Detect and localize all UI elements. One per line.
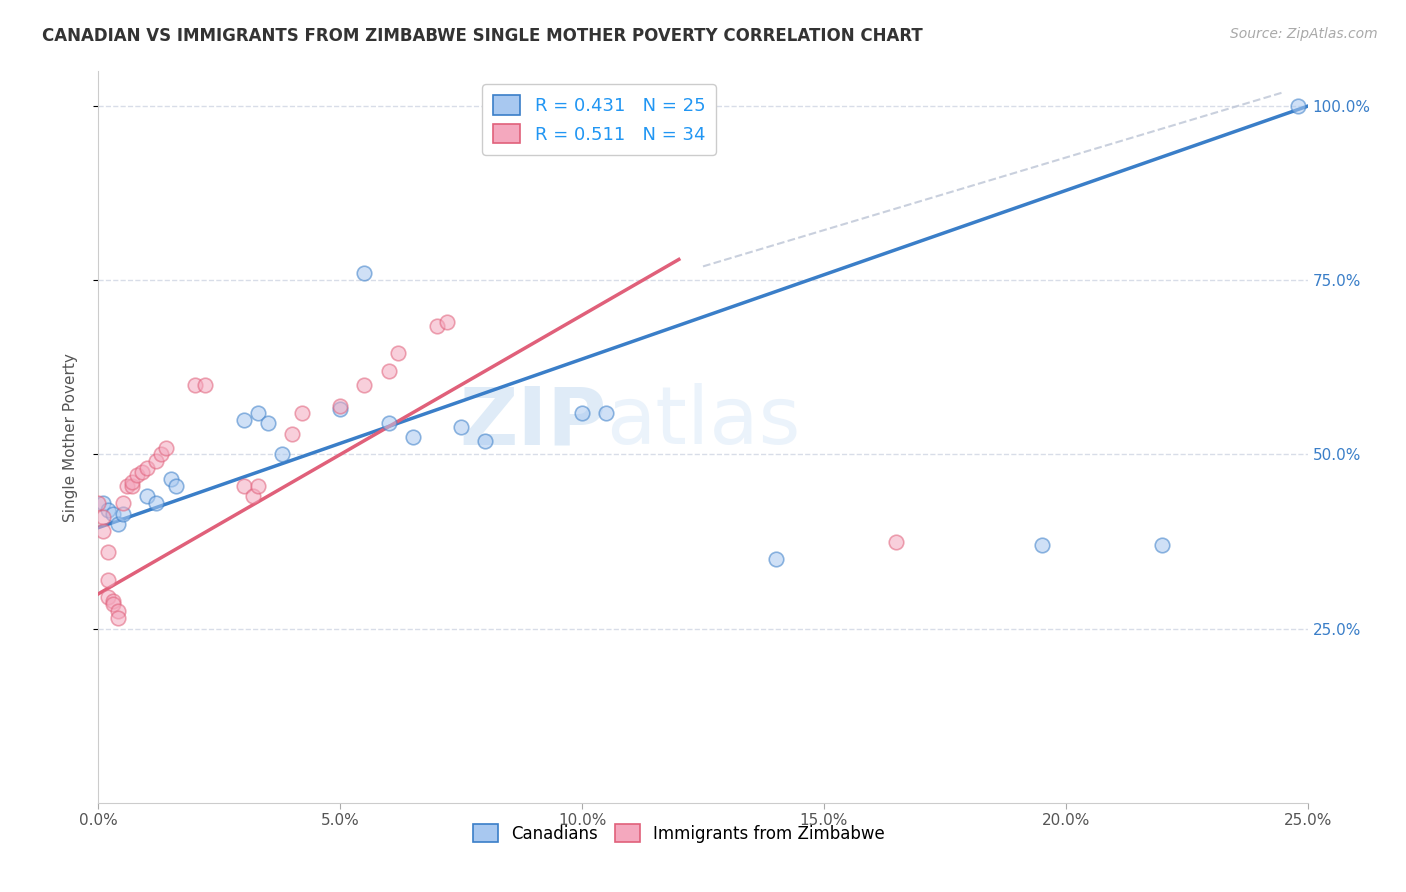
Point	[184, 377, 207, 392]
Point	[436, 315, 458, 329]
Point	[97, 545, 120, 559]
Point	[131, 465, 153, 479]
Point	[107, 611, 129, 625]
Point	[281, 426, 304, 441]
Point	[450, 419, 472, 434]
Point	[101, 507, 124, 521]
Point	[165, 479, 187, 493]
Point	[87, 496, 110, 510]
Point	[194, 377, 217, 392]
Point	[329, 402, 352, 417]
Point	[247, 406, 270, 420]
Point	[353, 266, 375, 280]
Point	[155, 441, 177, 455]
Point	[121, 479, 143, 493]
Point	[595, 406, 617, 420]
Point	[377, 416, 399, 430]
Point	[571, 406, 593, 420]
Text: Source: ZipAtlas.com: Source: ZipAtlas.com	[1230, 27, 1378, 41]
Point	[387, 346, 409, 360]
Point	[1031, 538, 1053, 552]
Point	[353, 377, 375, 392]
Point	[101, 597, 124, 611]
Point	[101, 594, 124, 608]
Point	[765, 552, 787, 566]
Point	[145, 496, 167, 510]
Point	[97, 573, 120, 587]
Point	[91, 524, 114, 538]
Y-axis label: Single Mother Poverty: Single Mother Poverty	[63, 352, 77, 522]
Point	[377, 364, 399, 378]
Point	[271, 448, 294, 462]
Text: ZIP: ZIP	[458, 384, 606, 461]
Point	[474, 434, 496, 448]
Point	[111, 496, 134, 510]
Point	[107, 517, 129, 532]
Point	[232, 412, 254, 426]
Point	[111, 507, 134, 521]
Point	[97, 503, 120, 517]
Point	[232, 479, 254, 493]
Point	[329, 399, 352, 413]
Point	[150, 448, 173, 462]
Point	[242, 489, 264, 503]
Text: CANADIAN VS IMMIGRANTS FROM ZIMBABWE SINGLE MOTHER POVERTY CORRELATION CHART: CANADIAN VS IMMIGRANTS FROM ZIMBABWE SIN…	[42, 27, 922, 45]
Point	[160, 472, 183, 486]
Point	[402, 430, 425, 444]
Point	[91, 496, 114, 510]
Point	[256, 416, 278, 430]
Point	[107, 604, 129, 618]
Point	[1152, 538, 1174, 552]
Text: atlas: atlas	[606, 384, 800, 461]
Point	[145, 454, 167, 468]
Point	[247, 479, 270, 493]
Point	[117, 479, 139, 493]
Legend: Canadians, Immigrants from Zimbabwe: Canadians, Immigrants from Zimbabwe	[467, 818, 891, 849]
Point	[127, 468, 149, 483]
Point	[1286, 99, 1309, 113]
Point	[135, 489, 157, 503]
Point	[97, 591, 120, 605]
Point	[121, 475, 143, 490]
Point	[886, 534, 908, 549]
Point	[426, 318, 449, 333]
Point	[290, 406, 312, 420]
Point	[91, 510, 114, 524]
Point	[135, 461, 157, 475]
